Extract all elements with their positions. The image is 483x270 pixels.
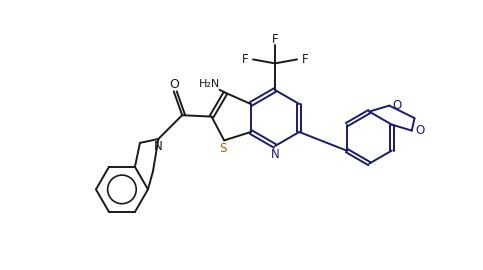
Text: O: O <box>415 124 425 137</box>
Text: F: F <box>242 53 248 66</box>
Text: S: S <box>219 142 227 155</box>
Text: F: F <box>302 53 308 66</box>
Text: O: O <box>393 99 402 112</box>
Text: O: O <box>169 78 179 91</box>
Text: N: N <box>154 140 163 153</box>
Text: N: N <box>270 147 279 160</box>
Text: H₂N: H₂N <box>199 79 220 89</box>
Text: F: F <box>271 33 278 46</box>
